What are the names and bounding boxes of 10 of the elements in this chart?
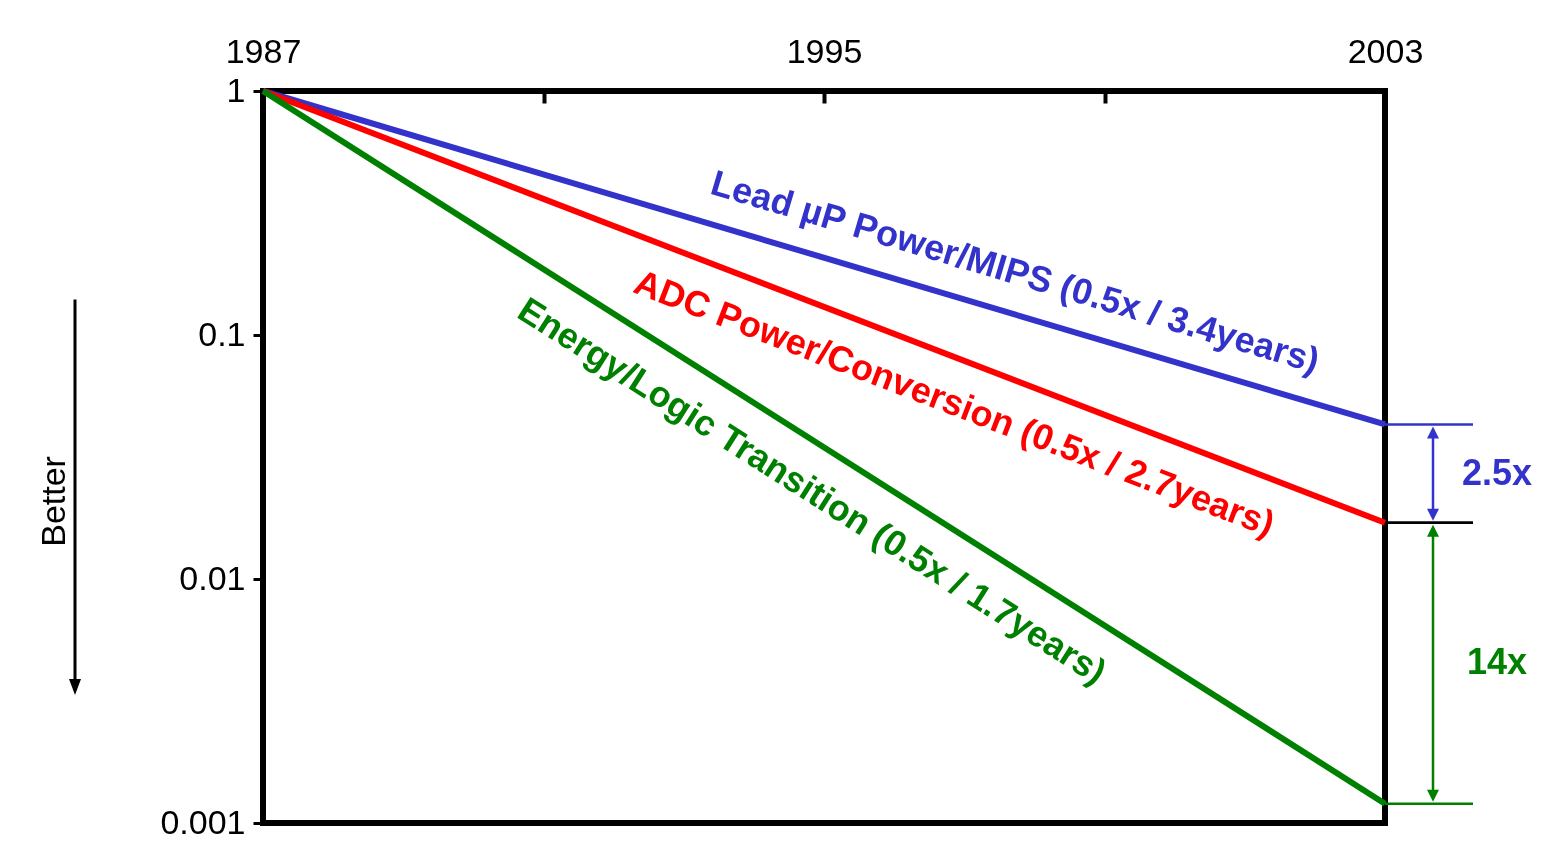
- y-tick-label: 0.001: [160, 802, 246, 841]
- x-tick-label: 2003: [1347, 31, 1424, 70]
- y-tick-label: 0.01: [179, 558, 246, 597]
- y-axis-title: Better: [34, 456, 73, 547]
- y-tick-label: 1: [226, 70, 246, 109]
- x-tick-label: 1987: [225, 31, 302, 70]
- x-tick-label: 1995: [786, 31, 863, 70]
- y-tick-label: 0.1: [198, 314, 246, 353]
- text: 14x: [1466, 641, 1528, 683]
- text: 2.5x: [1461, 451, 1533, 493]
